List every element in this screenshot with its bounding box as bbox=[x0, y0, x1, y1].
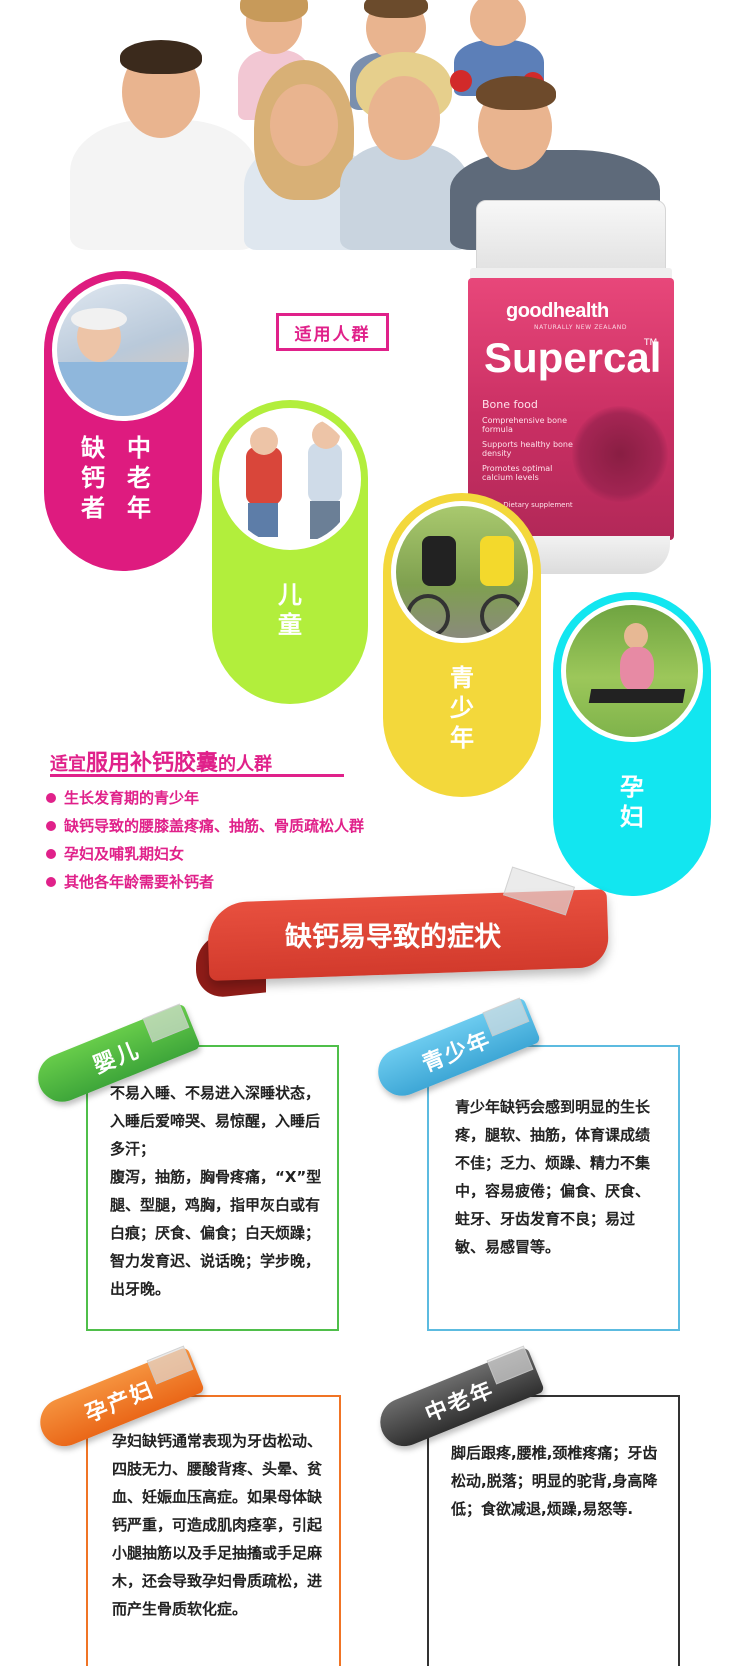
teen-label: 青少年 bbox=[450, 664, 474, 752]
group-pregnant-capsule: 孕妇 bbox=[553, 592, 711, 896]
hero-family-photo bbox=[0, 0, 750, 250]
elderly-photo bbox=[52, 279, 194, 421]
suitable-underline bbox=[50, 774, 344, 777]
group-elderly-capsule: 中老年 缺钙者 bbox=[44, 271, 202, 571]
pregnant-symptoms-text: 孕妇缺钙通常表现为牙齿松动、四肢无力、腰酸背疼、头晕、贫血、妊娠血压高症。如果母… bbox=[112, 1427, 322, 1623]
suitable-item: 缺钙导致的腰膝盖疼痛、抽筋、骨质疏松人群 bbox=[46, 812, 364, 840]
teen-symptoms-text: 青少年缺钙会感到明显的生长疼，腿软、抽筋，体育课成绩不佳；乏力、烦躁、精力不集中… bbox=[455, 1093, 661, 1261]
person-man-left bbox=[62, 40, 262, 250]
children-label: 儿童 bbox=[278, 581, 302, 639]
group-children-capsule: 儿童 bbox=[212, 400, 368, 704]
symptoms-banner-title: 缺钙易导致的症状 bbox=[285, 922, 501, 953]
pregnant-label: 孕妇 bbox=[620, 773, 644, 831]
pregnant-photo bbox=[561, 600, 703, 742]
apple-left bbox=[450, 70, 472, 92]
suitable-group-tag: 适用人群 bbox=[276, 313, 389, 351]
product-desc-3: Promotes optimal calcium levels bbox=[482, 464, 553, 482]
children-photo bbox=[219, 408, 361, 550]
teen-symptoms-para: 青少年缺钙会感到明显的生长疼，腿软、抽筋，体育课成绩不佳；乏力、烦躁、精力不集中… bbox=[455, 1098, 651, 1256]
pregnant-symptoms-para: 孕妇缺钙通常表现为牙齿松动、四肢无力、腰酸背疼、头晕、贫血、妊娠血压高症。如果母… bbox=[112, 1432, 323, 1618]
suitable-heading-pre: 适宜 bbox=[50, 754, 86, 775]
elderly-label-col2: 中老年 bbox=[127, 434, 151, 522]
elderly-symptoms-text: 脚后跟疼,腰椎,颈椎疼痛；牙齿松动,脱落；明显的驼背,身高降低；食欲减退,烦躁,… bbox=[451, 1439, 663, 1523]
group-teen-capsule: 青少年 bbox=[383, 493, 541, 797]
suitable-heading-main: 服用补钙胶囊 bbox=[86, 751, 219, 776]
infant-symptoms-para: 不易入睡、不易进入深睡状态，入睡后爱啼哭、易惊醒，入睡后多汗； bbox=[110, 1084, 321, 1158]
symptoms-banner: 缺钙易导致的症状 bbox=[196, 889, 610, 1002]
symptom-box-elderly: 脚后跟疼,腰椎,颈椎疼痛；牙齿松动,脱落；明显的驼背,身高降低；食欲减退,烦躁,… bbox=[427, 1395, 680, 1666]
symptom-box-infant: 不易入睡、不易进入深睡状态，入睡后爱啼哭、易惊醒，入睡后多汗； 腹泻，抽筋，胸骨… bbox=[86, 1045, 339, 1331]
suitable-group-label: 适用人群 bbox=[294, 324, 371, 345]
infant-symptoms-para: 腹泻，抽筋，胸骨疼痛，“X”型腿、型腿，鸡胸，指甲灰白或有白痕；厌食、偏食；白天… bbox=[110, 1168, 322, 1298]
suitable-list: 生长发育期的青少年 缺钙导致的腰膝盖疼痛、抽筋、骨质疏松人群 孕妇及哺乳期妇女 … bbox=[46, 784, 364, 896]
elderly-label-col1: 缺钙者 bbox=[81, 434, 105, 522]
elderly-symptoms-para: 脚后跟疼,腰椎,颈椎疼痛；牙齿松动,脱落；明显的驼背,身高降低；食欲减退,烦躁,… bbox=[451, 1444, 658, 1518]
suitable-heading-post: 的人群 bbox=[218, 754, 273, 775]
suitable-item: 生长发育期的青少年 bbox=[46, 784, 364, 812]
product-desc-1: Comprehensive bone formula bbox=[482, 416, 568, 434]
teen-photo bbox=[391, 501, 533, 643]
product-desc-2: Supports healthy bone density bbox=[482, 440, 573, 458]
trademark-symbol: TM bbox=[644, 338, 658, 348]
product-footer: lets • Dietary supplement bbox=[482, 501, 573, 509]
product-bottle: goodhealth NATURALLY NEW ZEALAND Superca… bbox=[468, 200, 674, 575]
suitable-item: 孕妇及哺乳期妇女 bbox=[46, 840, 364, 868]
symptom-box-teen: 青少年缺钙会感到明显的生长疼，腿软、抽筋，体育课成绩不佳；乏力、烦躁、精力不集中… bbox=[427, 1045, 680, 1331]
bottle-cap bbox=[476, 200, 666, 272]
infant-symptoms-text: 不易入睡、不易进入深睡状态，入睡后爱啼哭、易惊醒，入睡后多汗； 腹泻，抽筋，胸骨… bbox=[110, 1079, 322, 1303]
pelvis-bone-icon bbox=[572, 406, 668, 502]
product-name: Supercal bbox=[484, 334, 662, 381]
brand-tagline: NATURALLY NEW ZEALAND bbox=[534, 324, 628, 331]
tag-infant-label: 婴儿 bbox=[89, 1037, 144, 1079]
person-older-woman bbox=[340, 52, 470, 250]
suitable-item: 其他各年龄需要补钙者 bbox=[46, 868, 364, 896]
product-subtitle: Bone food bbox=[482, 398, 538, 411]
brand-logo: goodhealth bbox=[506, 300, 609, 322]
suitable-heading: 适宜服用补钙胶囊的人群 bbox=[50, 745, 272, 777]
symptom-box-pregnant: 孕妇缺钙通常表现为牙齿松动、四肢无力、腰酸背疼、头晕、贫血、妊娠血压高症。如果母… bbox=[86, 1395, 341, 1666]
